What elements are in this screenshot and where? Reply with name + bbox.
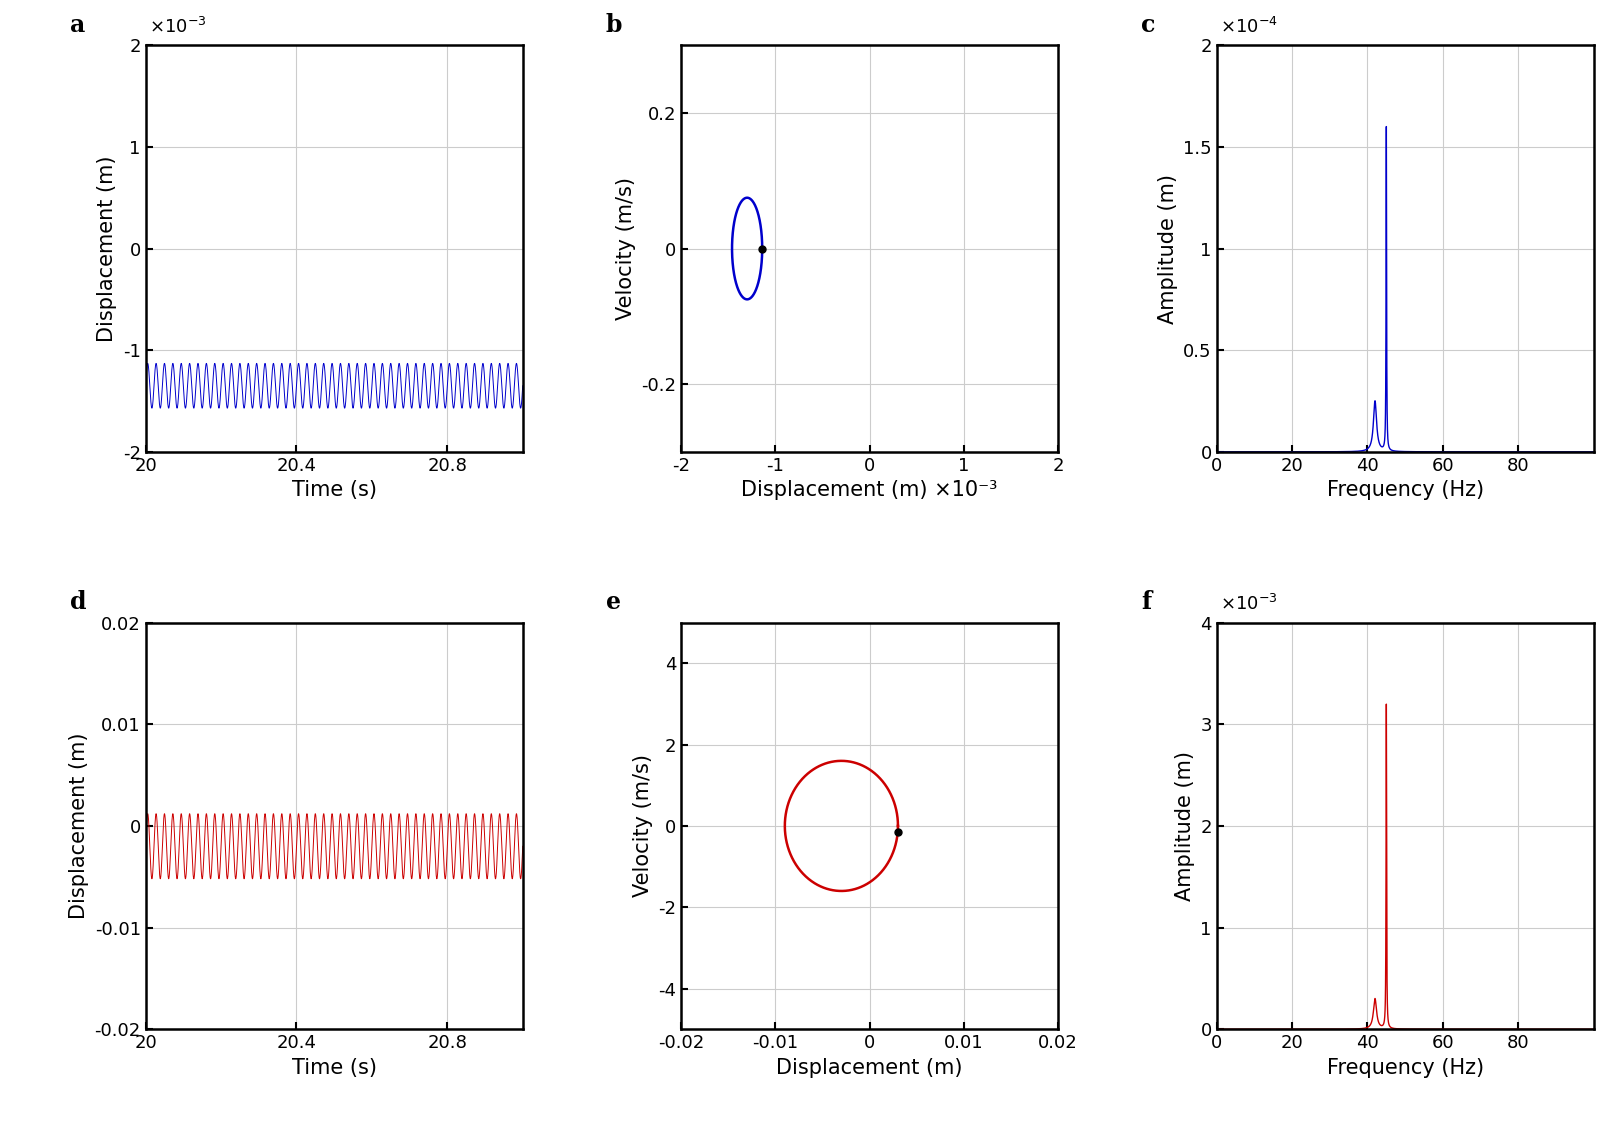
X-axis label: Time (s): Time (s) xyxy=(291,1057,377,1078)
X-axis label: Frequency (Hz): Frequency (Hz) xyxy=(1327,1057,1484,1078)
Y-axis label: Velocity (m/s): Velocity (m/s) xyxy=(633,754,652,897)
Y-axis label: Displacement (m): Displacement (m) xyxy=(70,733,89,920)
X-axis label: Time (s): Time (s) xyxy=(291,481,377,500)
Text: a: a xyxy=(70,14,86,37)
Text: e: e xyxy=(605,590,621,614)
Text: f: f xyxy=(1141,590,1152,614)
X-axis label: Displacement (m) ×10⁻³: Displacement (m) ×10⁻³ xyxy=(741,481,998,500)
Text: $\times\mathregular{10}^{\mathregular{-3}}$: $\times\mathregular{10}^{\mathregular{-3… xyxy=(1220,595,1278,614)
X-axis label: Frequency (Hz): Frequency (Hz) xyxy=(1327,481,1484,500)
X-axis label: Displacement (m): Displacement (m) xyxy=(777,1057,963,1078)
Y-axis label: Displacement (m): Displacement (m) xyxy=(97,155,116,342)
Y-axis label: Velocity (m/s): Velocity (m/s) xyxy=(616,178,636,320)
Text: d: d xyxy=(70,590,87,614)
Y-axis label: Amplitude (m): Amplitude (m) xyxy=(1175,751,1194,901)
Text: c: c xyxy=(1141,14,1155,37)
Text: b: b xyxy=(605,14,623,37)
Y-axis label: Amplitude (m): Amplitude (m) xyxy=(1157,173,1178,323)
Text: $\times\mathregular{10}^{\mathregular{-4}}$: $\times\mathregular{10}^{\mathregular{-4… xyxy=(1220,17,1278,37)
Text: $\times\mathregular{10}^{\mathregular{-3}}$: $\times\mathregular{10}^{\mathregular{-3… xyxy=(149,17,207,37)
